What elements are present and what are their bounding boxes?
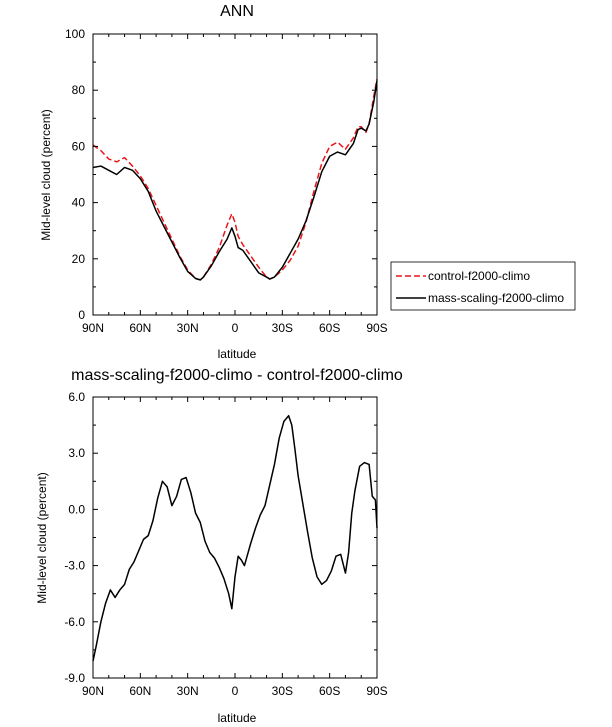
y-tick-label: 100 xyxy=(65,27,85,41)
x-tick-label: 60N xyxy=(129,684,151,698)
series-line-0 xyxy=(92,78,378,281)
x-axis-label: latitude xyxy=(218,347,257,361)
plot-lines xyxy=(92,414,378,662)
y-tick-label: 6.0 xyxy=(68,390,85,404)
panel-title: mass-scaling-f2000-climo - control-f2000… xyxy=(71,367,403,384)
x-tick-label: 0 xyxy=(232,684,239,698)
y-tick-label: 0.0 xyxy=(68,502,85,516)
y-tick-label: 20 xyxy=(72,252,86,266)
panel-title: ANN xyxy=(220,3,254,20)
y-axis-label: Mid-level cloud (percent) xyxy=(39,109,53,240)
y-tick-label: -6.0 xyxy=(64,615,85,629)
x-axis-label: latitude xyxy=(218,711,257,725)
x-tick-label: 30N xyxy=(177,684,199,698)
y-tick-label: -9.0 xyxy=(64,671,85,685)
y-tick-label: 60 xyxy=(72,139,86,153)
difference-panel: mass-scaling-f2000-climo - control-f2000… xyxy=(35,367,403,725)
y-tick-label: 40 xyxy=(72,196,86,210)
series-line-0 xyxy=(92,414,378,662)
x-tick-label: 90S xyxy=(366,684,387,698)
x-tick-label: 0 xyxy=(232,321,239,335)
y-tick-label: 0 xyxy=(78,308,85,322)
legend-label-control: control-f2000-climo xyxy=(428,269,530,283)
plot-lines xyxy=(92,78,378,281)
x-tick-label: 30S xyxy=(272,684,293,698)
axis-ticks: 90N 60N 30N 0 30S 60S 90S -9.0 -6.0 -3.0 0.0 3.0 6.0 xyxy=(64,390,387,698)
legend-label-mass-scaling: mass-scaling-f2000-climo xyxy=(428,291,564,305)
axis-ticks: 90N 60N 30N 0 30S 60S 90S 0 20 40 60 80 100 xyxy=(65,27,388,335)
plot-frame xyxy=(92,396,378,679)
x-tick-label: 90N xyxy=(82,321,104,335)
climatology-panel: ANN 90N 60N 30N 0 30S 60S 90S 0 20 40 60 80 100 lati… xyxy=(39,3,388,361)
x-tick-label: 60S xyxy=(319,321,340,335)
y-tick-label: 80 xyxy=(72,83,86,97)
x-tick-label: 30S xyxy=(272,321,293,335)
x-tick-label: 30N xyxy=(177,321,199,335)
series-line-1 xyxy=(92,80,378,281)
y-tick-label: 3.0 xyxy=(68,446,85,460)
legend-box xyxy=(390,261,576,311)
y-axis-label: Mid-level cloud (percent) xyxy=(35,472,49,603)
x-tick-label: 60S xyxy=(319,684,340,698)
y-tick-label: -3.0 xyxy=(64,559,85,573)
x-tick-label: 60N xyxy=(129,321,151,335)
x-tick-label: 90N xyxy=(82,684,104,698)
x-tick-label: 90S xyxy=(366,321,387,335)
legend: control-f2000-climo mass-scaling-f2000-c… xyxy=(390,261,576,311)
